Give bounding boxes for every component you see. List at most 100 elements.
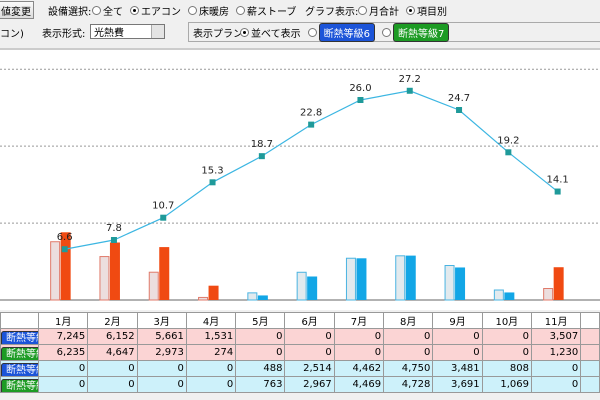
radio-option[interactable]: エアコン [130, 3, 181, 18]
bar [307, 276, 318, 300]
table-cell: 1,531 [185, 328, 237, 345]
data-label: 27.2 [399, 74, 421, 85]
radio-option[interactable]: 項目別 [406, 3, 447, 18]
option-label: 全て [103, 6, 123, 18]
table-cell: 0 [185, 360, 237, 377]
table-cell: 2,967 [284, 376, 335, 393]
table-cell: 0 [383, 344, 434, 361]
table-cell: 0 [87, 360, 138, 377]
radio-option[interactable]: 床暖房 [188, 3, 229, 18]
table-cell: 4,750 [383, 360, 434, 377]
line-marker [160, 214, 167, 221]
bar [99, 256, 110, 301]
data-label: 18.7 [251, 139, 273, 150]
column-header: 2月 [87, 312, 138, 329]
table-cell: 6,152 [87, 328, 138, 345]
radio-group: 並べて表示 断熱等級6 断熱等級7 [240, 22, 450, 42]
column-header: 4月 [185, 312, 237, 329]
bar [455, 267, 466, 300]
radio-button [188, 5, 197, 15]
table-cell: 4,469 [333, 376, 385, 393]
line-marker [505, 149, 512, 156]
radio-option[interactable]: 断熱等級7 [381, 22, 450, 42]
table-cell: 0 [235, 328, 286, 345]
table-cell: 6,235 [37, 344, 89, 361]
bar [257, 295, 268, 300]
bar [247, 292, 258, 301]
data-label: 6.6 [57, 232, 73, 243]
radio-button [406, 5, 415, 15]
toolbar-row: コン) 表示形式: 光熱費 表示プラン: 並べて表示 断熱等級6 断熱等級7 [0, 22, 600, 42]
label: グラフ表示: [305, 6, 359, 18]
table-cell: 0 [481, 344, 532, 361]
row-header: 断熱等級6 [0, 360, 39, 377]
table-cell: 0 [383, 328, 434, 345]
line-marker [456, 107, 463, 113]
column-header: 1月 [37, 312, 89, 329]
table-cell: 274 [185, 344, 237, 361]
bar [345, 257, 356, 301]
radio-group: 全て エアコン 床暖房 薪ストーブ [92, 3, 296, 18]
change-button[interactable]: 値変更 [0, 1, 34, 19]
radio-option[interactable]: 断熱等級6 [307, 22, 375, 42]
radio-button [92, 5, 101, 15]
bar [405, 255, 416, 300]
row-header: 断熱等級6 [0, 328, 39, 345]
table-cell: 0 [333, 328, 385, 345]
table-cell: 0 [235, 344, 286, 361]
toolbar-row: 設備選択: 全て エアコン 床暖房 薪ストーブ グラフ表示: 月合計 項目別 [0, 0, 600, 20]
option-label: 断熱等級6 [318, 22, 375, 42]
radio-button [307, 27, 317, 37]
radio-option[interactable]: 全て [92, 3, 123, 18]
table-cell: 0 [87, 376, 138, 393]
table-cell [580, 328, 600, 345]
bar [553, 267, 564, 300]
radio-option[interactable]: 並べて表示 [240, 25, 301, 40]
table-cell: 0 [136, 360, 187, 377]
option-label: 並べて表示 [251, 28, 301, 40]
option-label: 月合計 [369, 6, 399, 18]
format-select[interactable]: 光熱費 [90, 24, 165, 39]
bar [159, 247, 170, 300]
label: 設備選択: [48, 6, 92, 18]
table-cell: 7,245 [37, 328, 89, 345]
bar [296, 271, 307, 301]
data-label: 15.3 [201, 165, 223, 176]
column-header: 3月 [136, 312, 187, 329]
radio-option[interactable]: 薪ストーブ [236, 3, 296, 18]
plot-background [0, 48, 600, 310]
bar [60, 232, 71, 300]
bar [493, 289, 504, 301]
bar [208, 285, 219, 300]
radio-button [358, 5, 367, 15]
row-label: 断熱等級7 [1, 379, 38, 392]
table-cell: 4,728 [383, 376, 434, 393]
option-label: エアコン [141, 6, 181, 18]
bar [356, 258, 367, 300]
select-value: 光熱費 [94, 28, 124, 39]
column-header: 5月 [235, 312, 286, 329]
table-cell: 0 [185, 376, 237, 393]
row-header: 断熱等級7 [0, 376, 39, 393]
table-cell: 0 [530, 376, 582, 393]
table-cell [580, 376, 600, 393]
table-cell: 763 [235, 376, 286, 393]
table-cell: 0 [136, 376, 187, 393]
radio-option[interactable]: 月合計 [358, 3, 399, 18]
column-header [580, 312, 600, 329]
bar [109, 242, 120, 300]
row-header: 断熱等級7 [0, 344, 39, 361]
table-cell [580, 344, 600, 361]
table-cell: 3,691 [432, 376, 483, 393]
table-cell: 5,661 [136, 328, 187, 345]
line-marker [357, 97, 364, 103]
line-marker [110, 237, 117, 243]
subtitle: コン) [0, 28, 24, 40]
corner-cell [0, 312, 39, 329]
row-label: 断熱等級7 [1, 347, 38, 360]
label: 表示プラン: [193, 28, 247, 40]
table-cell: 0 [333, 344, 385, 361]
column-header: 7月 [333, 312, 385, 329]
